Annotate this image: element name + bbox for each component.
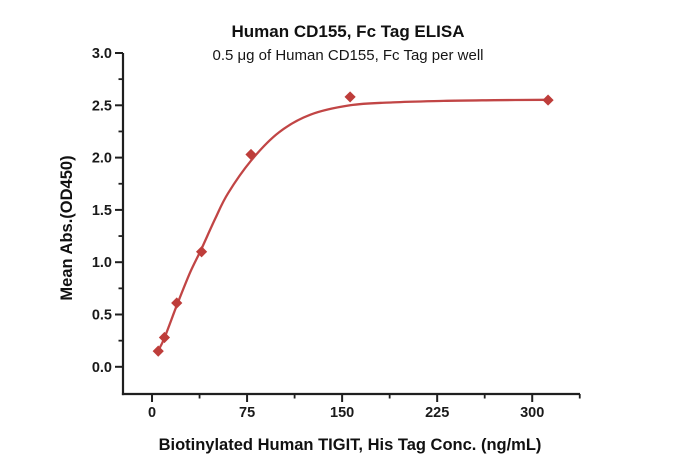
x-tick-label: 150 [330,405,354,421]
y-tick-label: 2.5 [92,98,112,114]
y-tick-label: 2.0 [92,151,112,167]
data-point-diamond [152,345,164,357]
fit-curve [157,98,550,352]
data-point-diamond [245,148,257,161]
data-point-diamond [542,94,554,106]
chart-title: Human CD155, Fc Tag ELISA [231,22,464,41]
x-axis-label: Biotinylated Human TIGIT, His Tag Conc. … [159,436,542,454]
data-point-diamond [171,297,183,309]
y-tick-label: 0.5 [92,308,112,324]
x-tick-label: 0 [148,405,156,421]
y-tick-label: 1.5 [92,203,112,219]
chart-subtitle: 0.5 μg of Human CD155, Fc Tag per well [213,47,484,64]
axes [115,52,581,402]
y-axis-label: Mean Abs.(OD450) [58,155,76,300]
data-point-diamond [344,91,356,103]
x-tick-label: 75 [239,405,255,421]
y-tick-label: 0.0 [92,360,112,376]
tick-labels: 0 75 150 225 300 0.0 0.5 1.0 1.5 2.0 2.5 3.0 [92,46,544,421]
y-tick-label: 3.0 [92,46,112,62]
data-series [152,91,554,357]
data-point-diamond [158,331,171,344]
x-tick-label: 225 [425,405,449,421]
x-tick-label: 300 [520,405,544,421]
data-point-diamond [195,246,208,258]
y-tick-label: 1.0 [92,255,112,271]
